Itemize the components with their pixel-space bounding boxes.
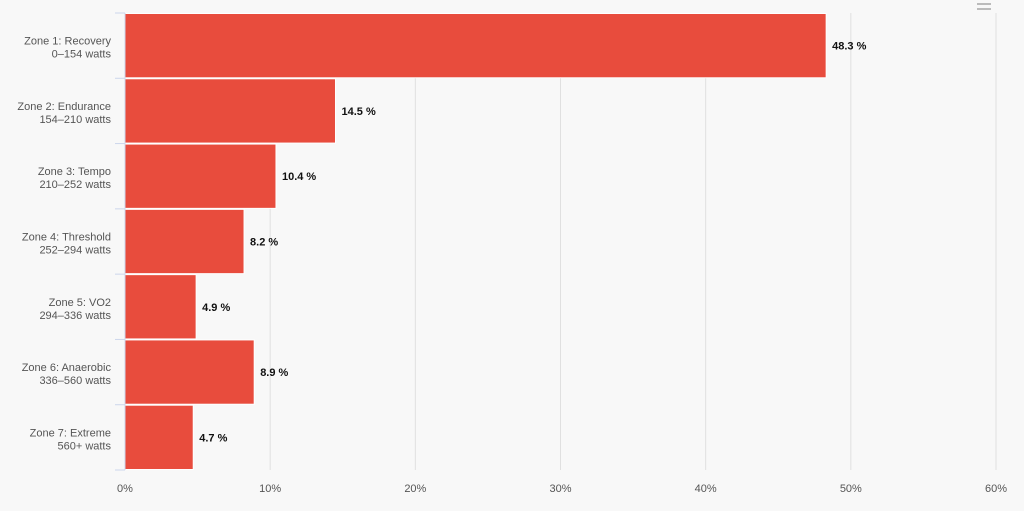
x-tick-label: 50%	[840, 483, 862, 495]
data-label: 48.3 %	[832, 41, 866, 53]
category-label: 252–294 watts	[39, 245, 111, 257]
data-label: 10.4 %	[282, 171, 316, 183]
data-label: 4.9 %	[202, 302, 230, 314]
category-label: 0–154 watts	[52, 49, 112, 61]
data-label: 8.2 %	[250, 237, 278, 249]
x-tick-label: 30%	[549, 483, 571, 495]
bar	[124, 143, 277, 209]
bar	[124, 78, 336, 144]
x-tick-label: 20%	[404, 483, 426, 495]
bar	[124, 339, 255, 405]
x-tick-label: 60%	[985, 483, 1007, 495]
bar	[124, 208, 245, 275]
bar	[124, 13, 827, 79]
hamburger-menu-icon[interactable]	[968, 0, 998, 14]
data-label: 14.5 %	[341, 106, 375, 118]
category-label: 210–252 watts	[39, 179, 111, 191]
category-label: 154–210 watts	[39, 114, 111, 126]
category-label: Zone 7: Extreme	[30, 427, 111, 439]
category-label: 560+ watts	[57, 440, 111, 452]
x-tick-label: 10%	[259, 483, 281, 495]
x-tick-label: 0%	[117, 483, 133, 495]
category-label: Zone 6: Anaerobic	[22, 362, 112, 374]
category-label: Zone 4: Threshold	[22, 232, 111, 244]
category-label: Zone 1: Recovery	[24, 36, 111, 48]
category-label: Zone 2: Endurance	[17, 101, 111, 113]
x-tick-label: 40%	[695, 483, 717, 495]
bar	[124, 274, 197, 340]
category-label: Zone 3: Tempo	[38, 166, 111, 178]
category-label: Zone 5: VO2	[49, 297, 111, 309]
data-label: 4.7 %	[199, 432, 227, 444]
data-label: 8.9 %	[260, 367, 288, 379]
bar	[124, 404, 194, 471]
category-label: 294–336 watts	[39, 310, 111, 322]
category-label: 336–560 watts	[39, 375, 111, 387]
